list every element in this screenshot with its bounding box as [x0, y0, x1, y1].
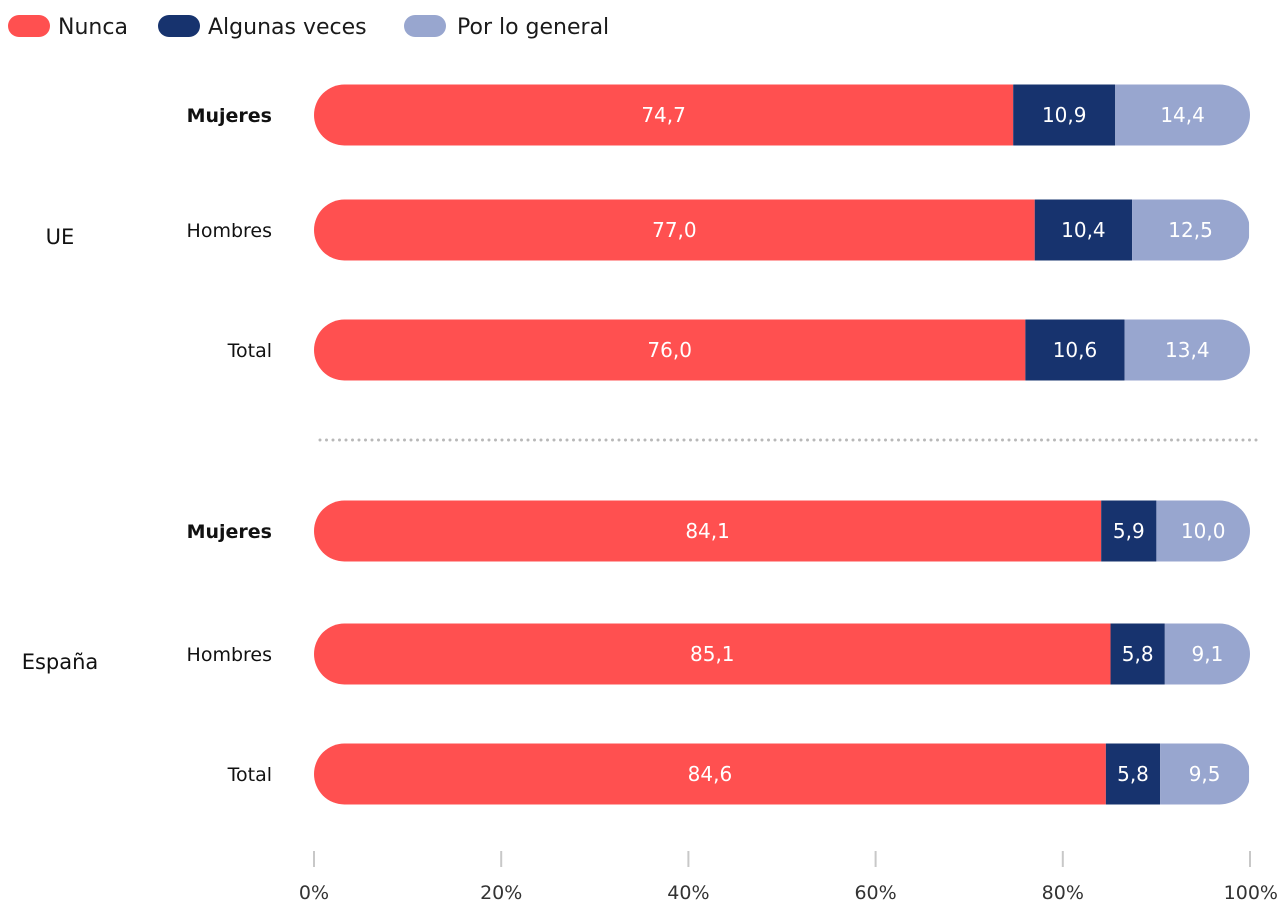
segment-ue-hombres-nunca: [314, 199, 1035, 261]
segment-ue-mujeres-por-lo-general: [1115, 84, 1250, 146]
bar-ue-hombres: [314, 199, 1250, 261]
row-label-espana-mujeres: Mujeres: [187, 521, 272, 543]
row-label-espana-total: Total: [227, 764, 272, 786]
segment-espana-total-algunas-veces: [1105, 743, 1161, 805]
segment-ue-mujeres-algunas-veces: [1013, 84, 1116, 146]
bars: 74,7 10,9 14,4 77,0 10,4 12,5 76,0 10,6 13,4 84,1…: [314, 84, 1250, 805]
x-tick-label-60: 60%: [854, 882, 896, 904]
legend-label-por-lo-general: Por lo general: [457, 15, 609, 40]
segment-ue-total-nunca: [314, 319, 1026, 381]
segment-espana-mujeres-nunca: [314, 500, 1102, 562]
bar-espana-hombres: [314, 623, 1250, 685]
value-label-ue-mujeres-por-lo-general: 14,4: [1160, 103, 1205, 127]
segment-espana-total-nunca: [314, 743, 1106, 805]
bar-ue-mujeres: [314, 84, 1250, 146]
value-label-ue-mujeres-nunca: 74,7: [641, 103, 686, 127]
value-label-espana-mujeres-por-lo-general: 10,0: [1181, 519, 1226, 543]
segment-espana-total-por-lo-general: [1160, 743, 1250, 805]
legend-swatch-algunas-veces: [158, 15, 200, 37]
legend-label-nunca: Nunca: [58, 15, 128, 40]
x-tick-label-100: 100%: [1224, 882, 1278, 904]
segment-ue-hombres-algunas-veces: [1034, 199, 1133, 261]
value-label-espana-hombres-por-lo-general: 9,1: [1192, 642, 1224, 666]
segment-espana-mujeres-algunas-veces: [1101, 500, 1157, 562]
x-axis: 0% 20% 40% 60% 80% 100%: [299, 851, 1278, 904]
legend-swatch-por-lo-general: [404, 15, 446, 37]
x-tick-label-40: 40%: [667, 882, 709, 904]
x-tick-label-20: 20%: [480, 882, 522, 904]
row-label-ue-hombres: Hombres: [187, 220, 272, 242]
bar-espana-mujeres: [314, 500, 1250, 562]
row-label-espana-hombres: Hombres: [187, 644, 272, 666]
x-tick-label-0: 0%: [299, 882, 329, 904]
value-label-espana-total-algunas-veces: 5,8: [1117, 762, 1149, 786]
value-label-ue-mujeres-algunas-veces: 10,9: [1042, 103, 1087, 127]
row-label-ue-mujeres: Mujeres: [187, 105, 272, 127]
value-label-espana-mujeres-nunca: 84,1: [685, 519, 730, 543]
segment-espana-hombres-por-lo-general: [1164, 623, 1250, 685]
segment-ue-mujeres-nunca: [314, 84, 1014, 146]
bar-espana-total: [314, 743, 1250, 805]
segment-espana-mujeres-por-lo-general: [1156, 500, 1250, 562]
group-label-espana: España: [22, 650, 99, 674]
group-label-ue: UE: [46, 225, 75, 249]
segment-espana-hombres-nunca: [314, 623, 1111, 685]
segment-ue-hombres-por-lo-general: [1132, 199, 1250, 261]
value-label-ue-hombres-por-lo-general: 12,5: [1168, 218, 1213, 242]
group-labels: UE España: [22, 225, 99, 674]
value-label-ue-total-nunca: 76,0: [647, 338, 692, 362]
value-label-espana-hombres-algunas-veces: 5,8: [1122, 642, 1154, 666]
legend-label-algunas-veces: Algunas veces: [208, 15, 367, 40]
legend: Nunca Algunas veces Por lo general: [8, 15, 609, 40]
value-label-espana-mujeres-algunas-veces: 5,9: [1113, 519, 1145, 543]
value-label-ue-hombres-algunas-veces: 10,4: [1061, 218, 1106, 242]
value-label-espana-total-por-lo-general: 9,5: [1189, 762, 1221, 786]
value-label-espana-hombres-nunca: 85,1: [690, 642, 735, 666]
value-label-espana-total-nunca: 84,6: [688, 762, 733, 786]
value-label-ue-total-por-lo-general: 13,4: [1165, 338, 1210, 362]
segment-espana-hombres-algunas-veces: [1110, 623, 1165, 685]
row-label-ue-total: Total: [227, 340, 272, 362]
segment-ue-total-algunas-veces: [1025, 319, 1125, 381]
row-labels: Mujeres Hombres Total Mujeres Hombres Total: [187, 105, 272, 786]
legend-swatch-nunca: [8, 15, 50, 37]
segment-ue-total-por-lo-general: [1124, 319, 1250, 381]
value-label-ue-hombres-nunca: 77,0: [652, 218, 697, 242]
x-tick-label-80: 80%: [1042, 882, 1084, 904]
bar-ue-total: [314, 319, 1250, 381]
value-label-ue-total-algunas-veces: 10,6: [1053, 338, 1098, 362]
